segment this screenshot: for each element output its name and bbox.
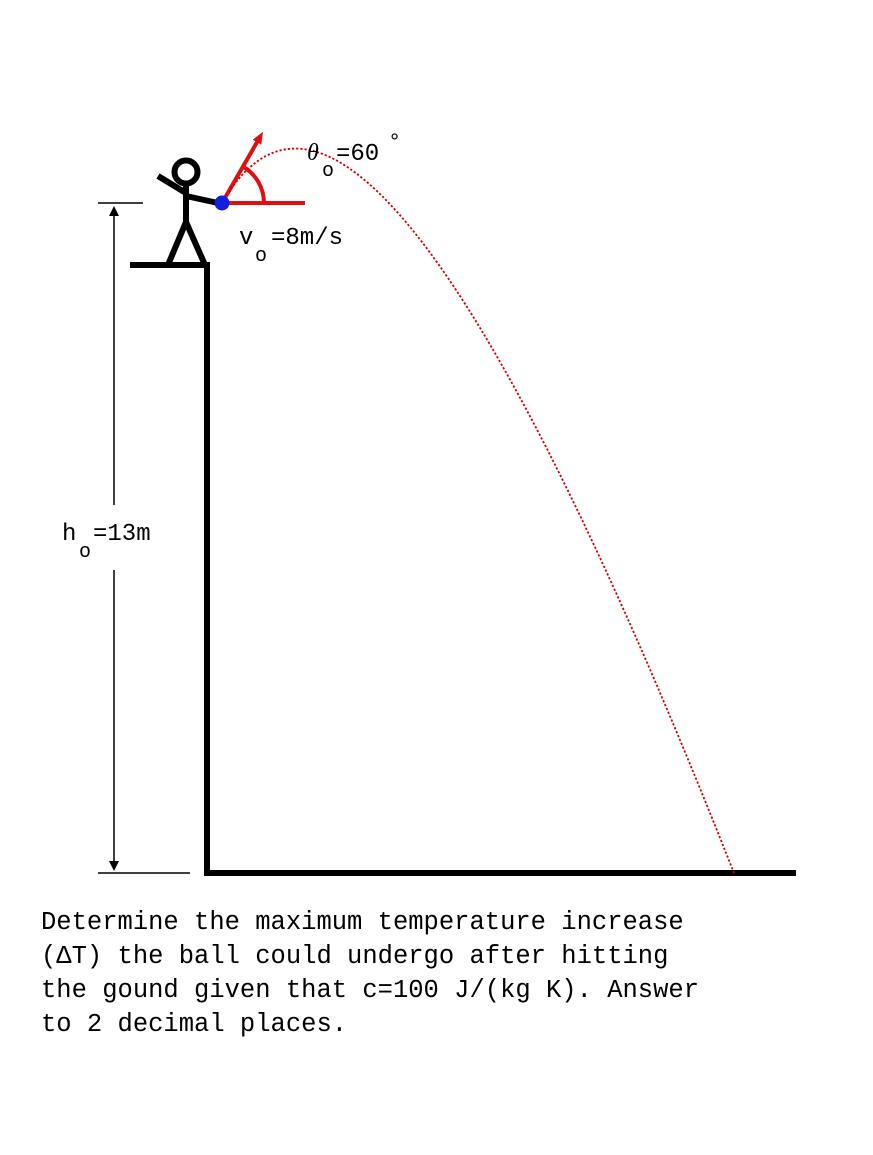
person-left-arm: [156, 173, 188, 196]
question-text: Determine the maximum temperature increa…: [41, 906, 841, 1042]
angle-value: =60: [336, 141, 379, 168]
angle-degree-sign: °: [388, 130, 401, 155]
person-right-arm: [185, 193, 219, 206]
height-symbol: h: [62, 521, 76, 548]
question-line: to 2 decimal places.: [41, 1010, 348, 1039]
angle-subscript: o: [322, 160, 334, 183]
ball: [214, 195, 230, 211]
angle-arc: [241, 164, 267, 204]
trajectory-path: [221, 147, 735, 874]
height-subscript: o: [79, 541, 91, 564]
person-left-leg: [165, 220, 189, 267]
height-label: h o =13m: [62, 521, 151, 564]
velocity-label: v o =8m/s: [239, 225, 343, 268]
velocity-value: =8m/s: [271, 225, 343, 252]
velocity-symbol: v: [239, 225, 253, 252]
angle-label: θ o =60 °: [307, 130, 401, 183]
question-line: Determine the maximum temperature increa…: [41, 908, 684, 937]
velocity-subscript: o: [255, 245, 267, 268]
question-line: (ΔT) the ball could undergo after hittin…: [41, 942, 669, 971]
stick-figure-person: [156, 157, 219, 267]
angle-symbol: θ: [307, 140, 319, 166]
velocity-arrow: [220, 131, 263, 204]
person-right-leg: [183, 220, 208, 267]
height-dimension: [98, 202, 190, 874]
height-value: =13m: [93, 521, 151, 548]
question-line: the gound given that c=100 J/(kg K). Ans…: [41, 976, 700, 1005]
person-head: [171, 157, 201, 187]
